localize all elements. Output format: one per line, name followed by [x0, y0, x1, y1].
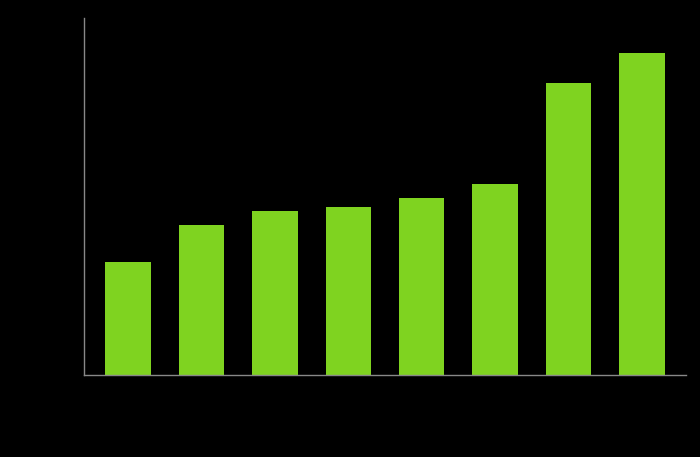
Bar [473, 184, 518, 375]
Bar [178, 225, 224, 375]
Bar [546, 83, 592, 375]
Bar [252, 212, 298, 375]
Bar [326, 207, 371, 375]
Bar [105, 262, 150, 375]
Bar [399, 198, 444, 375]
Bar [620, 53, 665, 375]
